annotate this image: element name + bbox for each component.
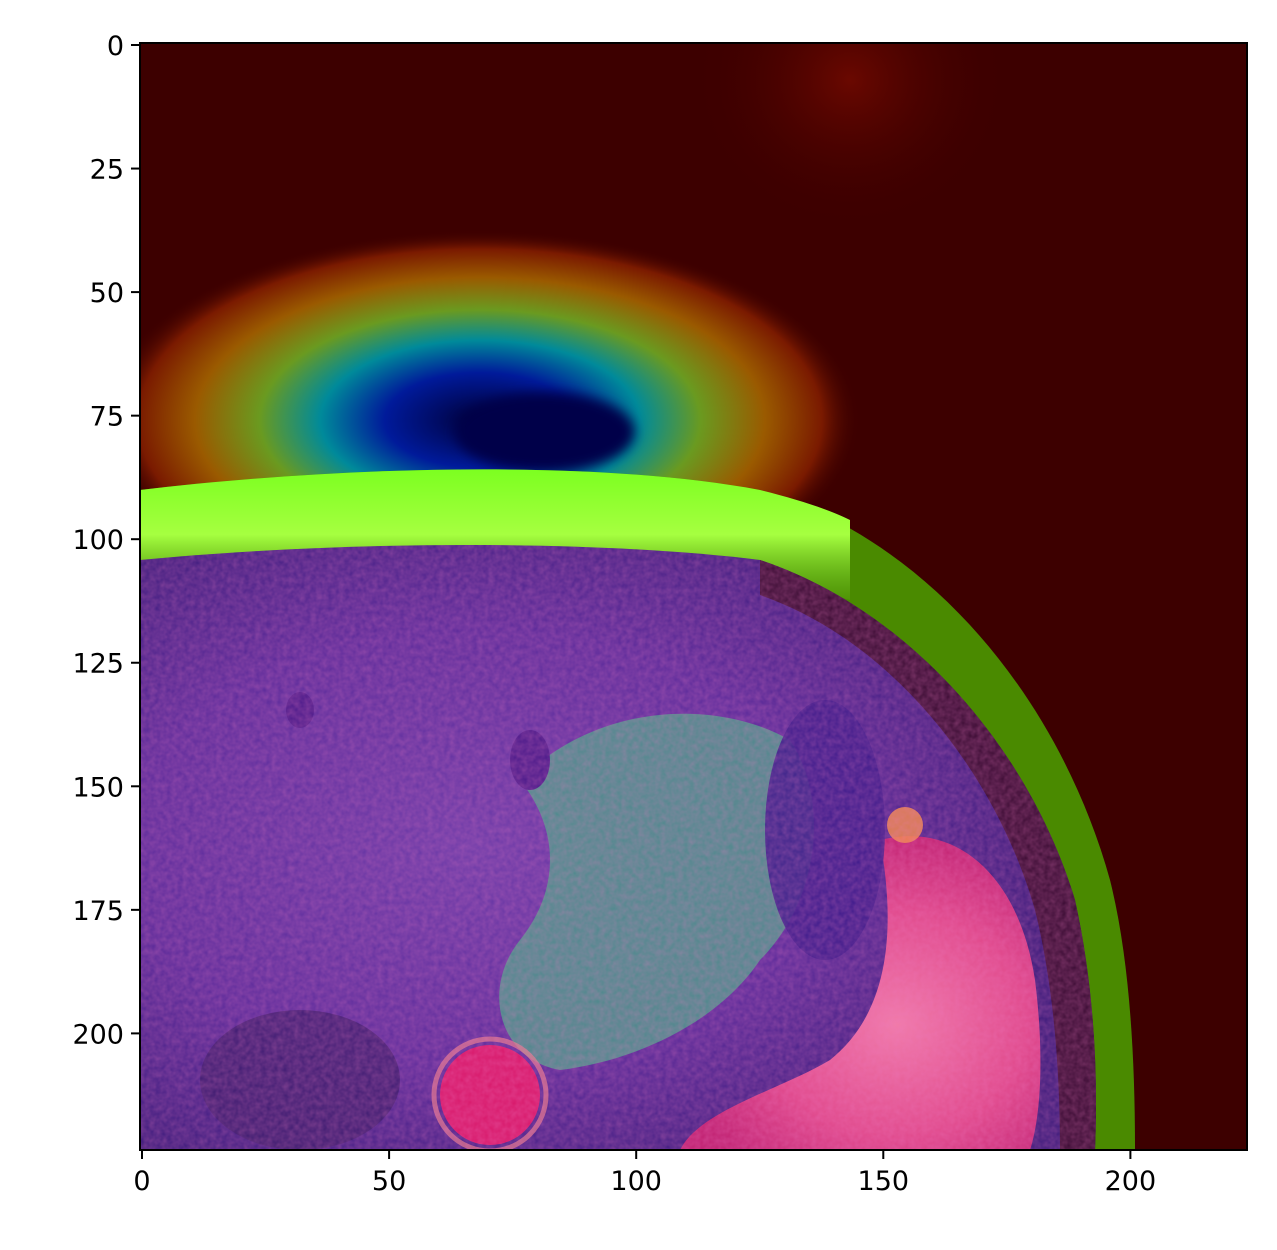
y-tick-label: 100 [72, 525, 124, 556]
y-tick-label: 25 [90, 155, 124, 186]
heatmap-image [140, 43, 1247, 1150]
y-tick-label: 0 [107, 31, 124, 62]
y-tick-label: 150 [72, 772, 124, 803]
x-axis-ticks: 0 50 100 150 200 [133, 1150, 1156, 1197]
y-tick-label: 125 [72, 649, 124, 680]
axes-frame [139, 42, 1248, 1151]
x-tick-label: 200 [1105, 1166, 1157, 1197]
y-tick-label: 50 [90, 278, 124, 309]
y-tick-label: 175 [72, 896, 124, 927]
y-tick-label: 200 [72, 1019, 124, 1050]
y-tick-label: 75 [90, 402, 124, 433]
y-axis-ticks: 0 25 50 75 100 125 150 175 200 [72, 31, 140, 1050]
x-tick-label: 0 [133, 1166, 150, 1197]
x-tick-label: 100 [610, 1166, 662, 1197]
x-tick-label: 150 [858, 1166, 910, 1197]
x-tick-label: 50 [372, 1166, 406, 1197]
